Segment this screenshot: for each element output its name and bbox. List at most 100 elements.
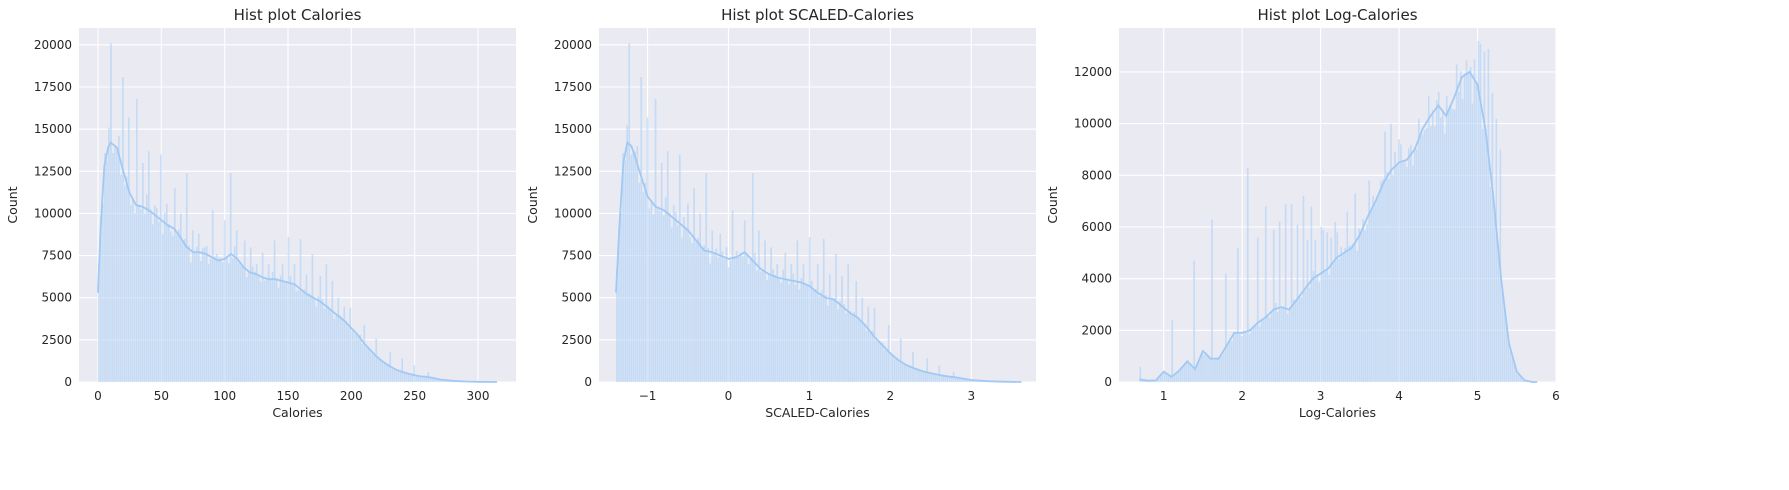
histogram-bar bbox=[1310, 206, 1313, 383]
histogram-bar bbox=[865, 330, 868, 383]
histogram-bar bbox=[211, 209, 214, 383]
histogram-bar bbox=[814, 288, 817, 383]
histogram-bar bbox=[1244, 332, 1247, 383]
histogram-bar bbox=[381, 361, 384, 383]
histogram-bar bbox=[1381, 178, 1385, 383]
x-tick-label: 5 bbox=[1474, 389, 1482, 403]
histogram-bar bbox=[784, 252, 787, 383]
histogram-bar bbox=[223, 220, 226, 383]
histogram-bar bbox=[1391, 174, 1395, 383]
histogram-bar bbox=[857, 317, 860, 383]
histogram-bar bbox=[877, 340, 880, 383]
histogram-bar bbox=[1238, 333, 1241, 383]
histogram-bar bbox=[1236, 247, 1239, 383]
x-tick-label: 4 bbox=[1395, 389, 1403, 403]
histogram-bar bbox=[790, 263, 793, 383]
histogram-bar bbox=[672, 204, 675, 383]
histogram-bar bbox=[1429, 125, 1432, 383]
histogram-bar bbox=[1326, 232, 1329, 383]
kde-curve bbox=[615, 140, 1022, 383]
histogram-bar bbox=[642, 191, 645, 383]
histogram-bar bbox=[889, 352, 892, 383]
histogram-bar bbox=[1222, 349, 1226, 383]
histogram-bar bbox=[747, 263, 750, 383]
histogram-bar bbox=[291, 284, 294, 383]
histogram-bar bbox=[331, 280, 334, 383]
histogram-bar bbox=[1423, 129, 1426, 383]
histogram-bar bbox=[729, 260, 732, 383]
histogram-bar bbox=[1387, 178, 1391, 383]
histogram-bar bbox=[249, 247, 252, 383]
histogram-bar bbox=[1338, 258, 1341, 383]
histogram-bar bbox=[694, 242, 698, 383]
histogram-bar bbox=[367, 346, 370, 383]
histogram-bar bbox=[283, 282, 286, 383]
histogram-bar bbox=[1395, 163, 1399, 383]
histogram-bar bbox=[297, 289, 300, 383]
y-tick-label: 5000 bbox=[41, 291, 72, 305]
histogram-bar bbox=[745, 254, 748, 383]
histogram-bar bbox=[357, 335, 360, 383]
histogram-bar bbox=[725, 247, 728, 383]
histogram-bar bbox=[1417, 118, 1420, 383]
histogram-bar bbox=[867, 306, 870, 383]
histogram-bar bbox=[826, 305, 829, 383]
histogram-bar bbox=[634, 150, 637, 383]
histogram-bar bbox=[1248, 333, 1251, 383]
y-tick-label: 4000 bbox=[1081, 272, 1112, 286]
histogram-bar bbox=[175, 234, 178, 383]
y-tick-label: 15000 bbox=[34, 122, 72, 136]
histogram-bar bbox=[1461, 98, 1464, 383]
histogram-bar bbox=[203, 247, 206, 383]
histogram-bar bbox=[778, 278, 781, 383]
y-tick-label: 12500 bbox=[34, 164, 72, 178]
histogram-bar bbox=[133, 212, 137, 383]
histogram-bar bbox=[1312, 270, 1315, 383]
histogram-bar bbox=[1290, 203, 1293, 383]
histogram-bar bbox=[1427, 95, 1430, 383]
histogram-bar bbox=[131, 197, 135, 383]
histogram-bar bbox=[1457, 90, 1460, 383]
x-tick-label: 1 bbox=[806, 389, 814, 403]
histogram-bar bbox=[934, 374, 937, 383]
x-tick-label: 200 bbox=[340, 389, 363, 403]
histogram-bar bbox=[1322, 229, 1325, 383]
histogram-bar bbox=[219, 257, 222, 383]
histogram-bar bbox=[656, 207, 659, 383]
histogram-bar bbox=[853, 311, 856, 383]
histogram-bar bbox=[1411, 164, 1414, 383]
histogram-bar bbox=[869, 332, 872, 383]
x-tick-labels: 0 50 100 150 200 250 300 bbox=[94, 389, 489, 403]
histogram-bar bbox=[780, 282, 783, 383]
histogram-bar bbox=[1300, 297, 1303, 383]
histogram-bar bbox=[1240, 335, 1243, 383]
histogram-bar bbox=[1139, 366, 1142, 383]
histogram-bar bbox=[861, 297, 864, 383]
histogram-bar bbox=[1439, 116, 1442, 383]
histogram-bar bbox=[751, 172, 754, 383]
histogram-bar bbox=[1320, 226, 1323, 383]
x-tick-label: 250 bbox=[403, 389, 426, 403]
histogram-bar bbox=[1449, 104, 1452, 383]
histogram-bar bbox=[155, 207, 158, 383]
histogram-bar bbox=[213, 256, 216, 383]
histogram-bar bbox=[767, 272, 771, 383]
histogram-bar bbox=[1362, 218, 1365, 383]
histogram-bar bbox=[399, 371, 402, 383]
histogram-bar bbox=[1369, 209, 1373, 383]
histogram-bar bbox=[143, 213, 147, 383]
histogram-bar bbox=[275, 277, 278, 383]
histogram-bar bbox=[1348, 245, 1351, 383]
x-tick-label: 3 bbox=[967, 389, 975, 403]
histogram-bar bbox=[737, 257, 740, 383]
y-tick-labels: 0 2000 4000 6000 8000 10000 12000 bbox=[1074, 65, 1112, 389]
histogram-bar bbox=[391, 367, 394, 383]
histogram-bar bbox=[1220, 355, 1224, 383]
histogram-bar bbox=[840, 275, 844, 383]
histogram-bar bbox=[1272, 229, 1275, 383]
histogram-bar bbox=[660, 162, 663, 383]
histogram-bar bbox=[832, 297, 836, 383]
histogram-bar bbox=[253, 271, 256, 383]
histogram-bar bbox=[157, 221, 160, 383]
histogram-bar bbox=[1304, 290, 1307, 383]
